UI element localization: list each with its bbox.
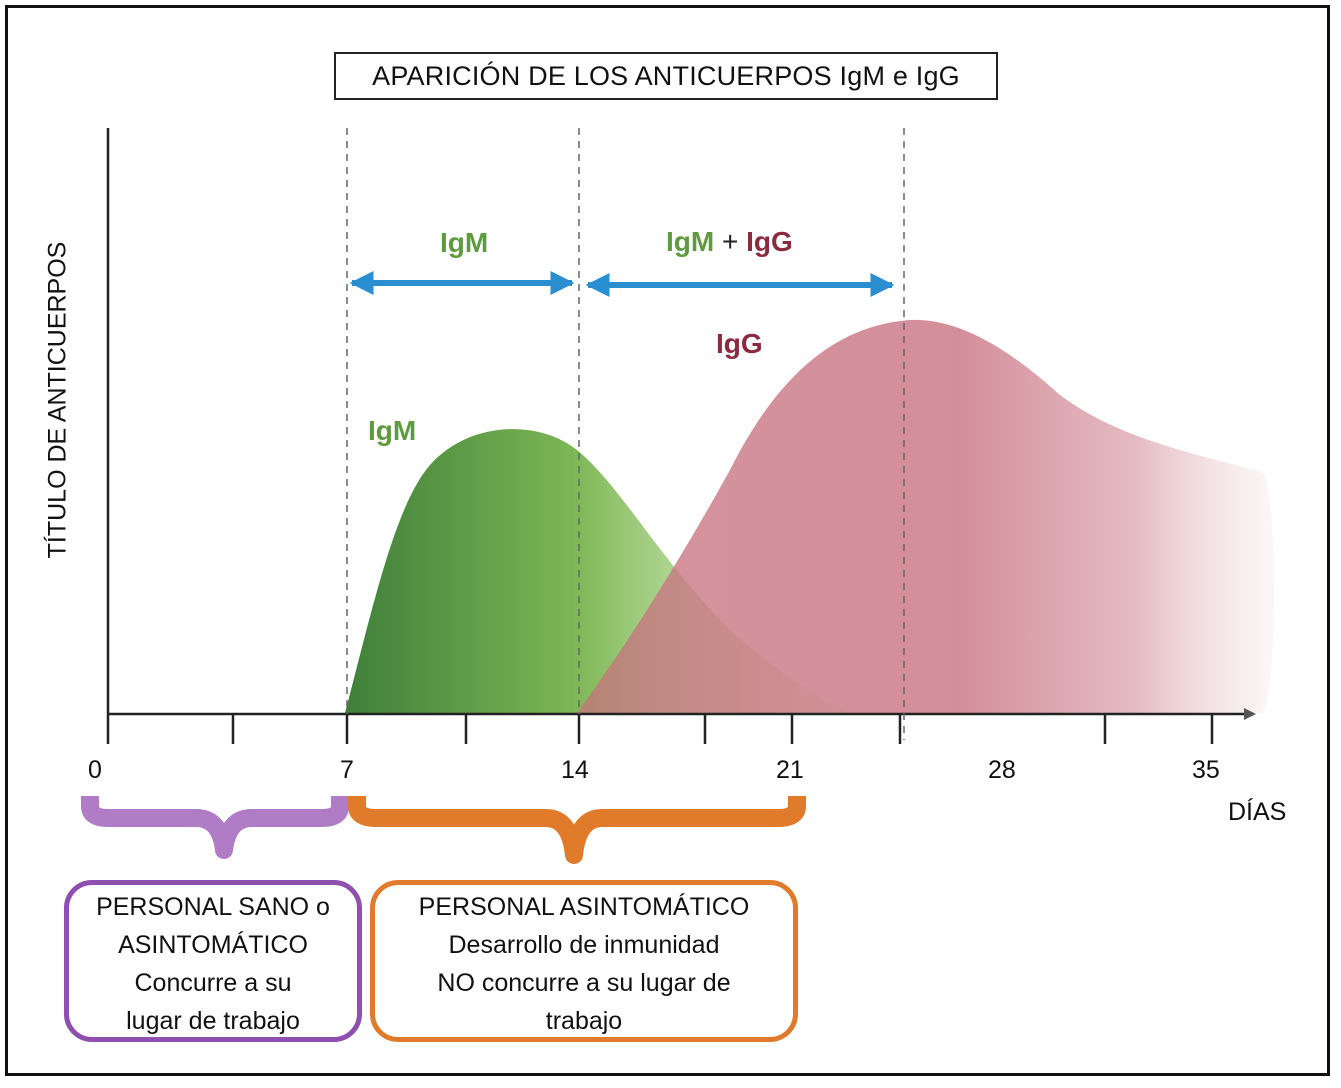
asymptomatic-personnel-text: PERSONAL ASINTOMÁTICO Desarrollo de inmu… bbox=[370, 888, 798, 1040]
x-axis-arrowhead bbox=[1244, 708, 1256, 720]
igg-curve bbox=[577, 319, 1274, 713]
box-line: PERSONAL ASINTOMÁTICO bbox=[418, 893, 750, 921]
box-line: Concurre a su bbox=[134, 969, 292, 997]
orange-brace bbox=[348, 796, 806, 864]
arrow-label-plus: + bbox=[714, 226, 746, 257]
x-tick-label-7: 7 bbox=[340, 756, 354, 784]
box-line: ASINTOMÁTICO bbox=[118, 931, 308, 959]
x-tick-label-21: 21 bbox=[776, 756, 804, 784]
box-line: NO concurre a su lugar de bbox=[437, 969, 731, 997]
arrow-label-igg-part: IgG bbox=[746, 226, 793, 257]
box-line: trabajo bbox=[545, 1007, 623, 1035]
healthy-personnel-box bbox=[64, 880, 362, 1042]
asymptomatic-personnel-box bbox=[370, 880, 798, 1042]
arrow-label-igm: IgM bbox=[440, 227, 488, 258]
x-tick-label-35: 35 bbox=[1192, 756, 1220, 784]
chart-title: APARICIÓN DE LOS ANTICUERPOS IgM e IgG bbox=[334, 52, 998, 100]
box-line: Desarrollo de inmunidad bbox=[448, 931, 720, 959]
arrow-label-igm-igg: IgM + IgG bbox=[666, 226, 793, 257]
box-line: lugar de trabajo bbox=[126, 1007, 300, 1035]
arrow-label-igm-part: IgM bbox=[666, 226, 714, 257]
x-tick-label-14: 14 bbox=[561, 756, 589, 784]
x-tick-label-28: 28 bbox=[988, 756, 1016, 784]
box-line: PERSONAL SANO o bbox=[96, 893, 330, 921]
healthy-personnel-text: PERSONAL SANO o ASINTOMÁTICO Concurre a … bbox=[64, 888, 362, 1040]
curve-label-igm: IgM bbox=[368, 415, 416, 446]
purple-brace bbox=[81, 796, 349, 859]
curve-label-igg: IgG bbox=[716, 328, 763, 359]
x-axis-label: DÍAS bbox=[1228, 797, 1286, 826]
x-tick-label-0: 0 bbox=[88, 756, 102, 784]
